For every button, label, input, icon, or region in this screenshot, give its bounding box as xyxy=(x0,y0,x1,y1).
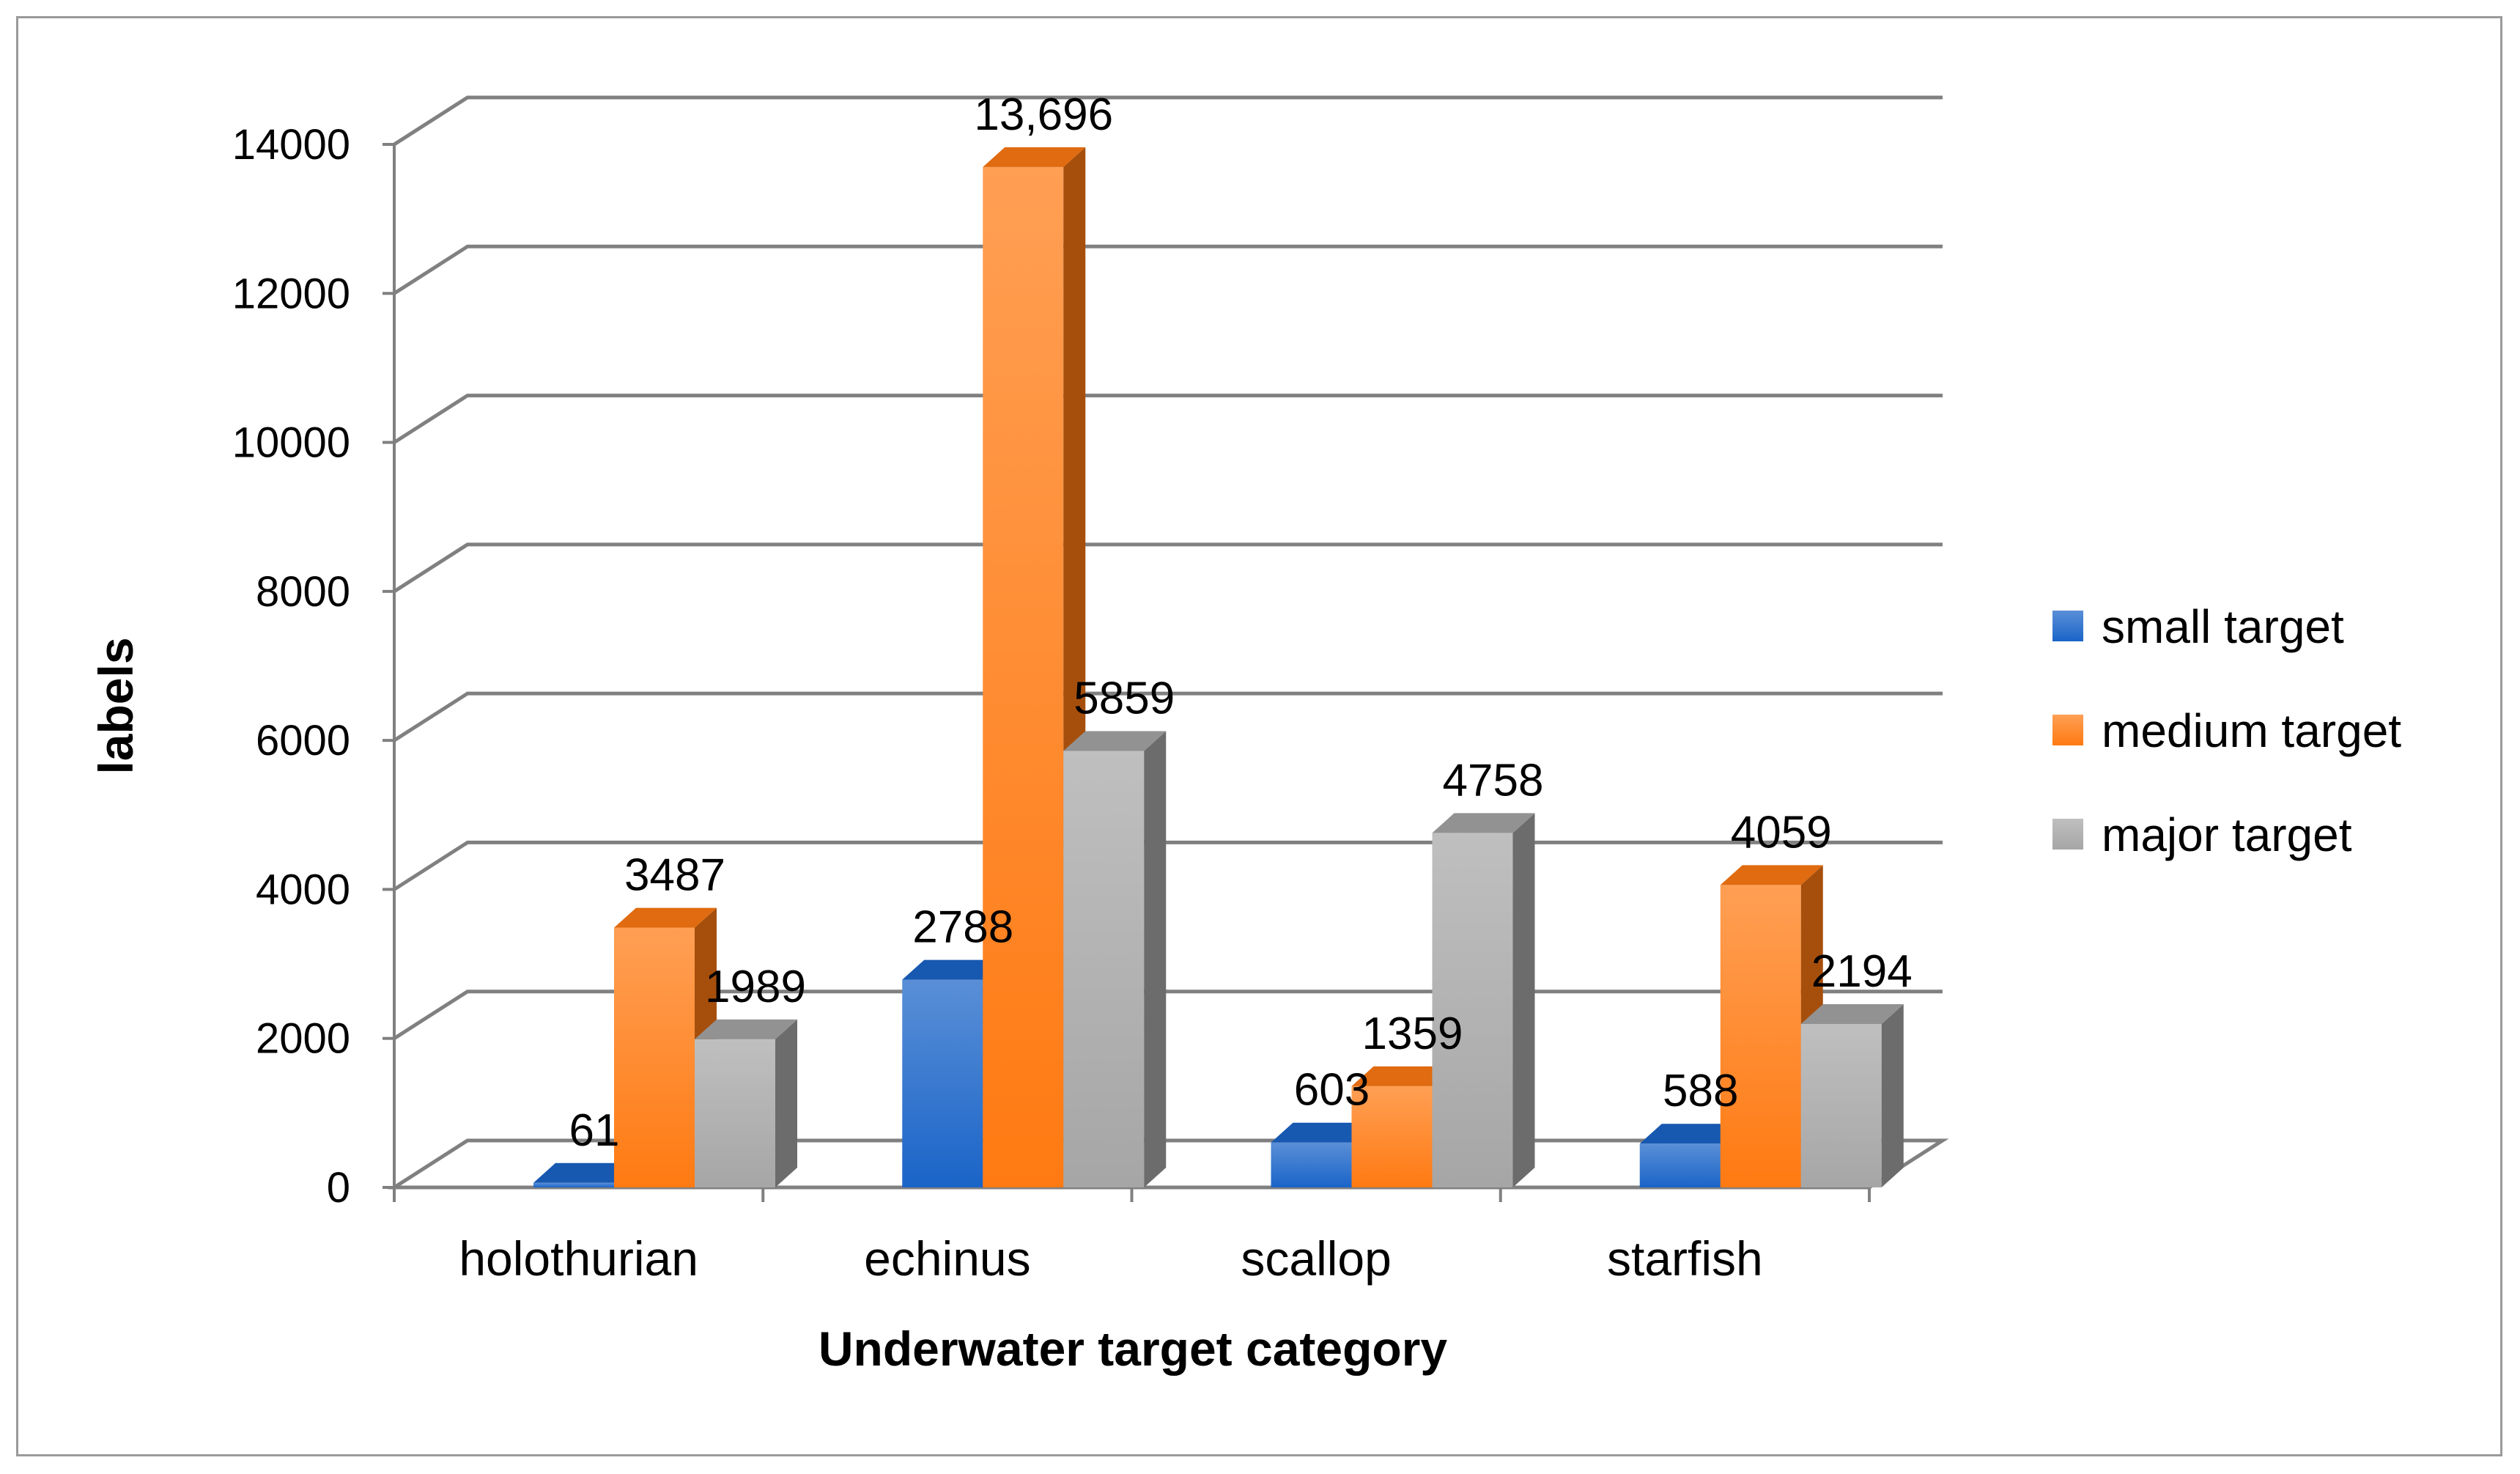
y-axis-title: labels xyxy=(89,637,143,774)
bar-front xyxy=(1271,1142,1352,1187)
bar-top xyxy=(902,959,1005,980)
legend-swatch xyxy=(2052,611,2083,641)
bar-front xyxy=(1720,885,1801,1187)
gridline xyxy=(393,542,1943,593)
bar-front xyxy=(1063,751,1145,1187)
data-label: 3487 xyxy=(624,850,725,901)
y-tick-label: 12000 xyxy=(232,270,350,317)
gridline xyxy=(393,244,1943,295)
legend-item: small target xyxy=(2052,600,2344,653)
gridline xyxy=(393,95,1943,147)
bar-top xyxy=(983,147,1086,167)
legend: small target medium target major target xyxy=(2052,600,2401,861)
legend-item: medium target xyxy=(2052,704,2401,757)
bar-front xyxy=(1432,833,1513,1187)
category-label: scallop xyxy=(1241,1231,1391,1286)
data-label: 4059 xyxy=(1731,807,1832,858)
y-tick-labels: 0 2000 4000 6000 8000 10000 12000 14000 xyxy=(232,121,350,1212)
bar-top xyxy=(1271,1122,1374,1143)
legend-swatch xyxy=(2052,819,2083,850)
gridline xyxy=(393,691,1943,742)
y-tick-label: 14000 xyxy=(232,121,350,169)
bar-major-target-echinus xyxy=(1063,731,1167,1187)
y-tick-label: 4000 xyxy=(256,866,350,913)
bar-medium-target-scallop xyxy=(1351,1066,1455,1187)
bar-side xyxy=(1512,813,1535,1187)
bar-top xyxy=(614,907,717,928)
bar-top xyxy=(1720,865,1823,885)
legend-item: major target xyxy=(2052,808,2352,861)
data-label: 588 xyxy=(1663,1066,1738,1116)
data-label: 2788 xyxy=(912,902,1013,953)
bar-side xyxy=(775,1019,797,1187)
bar-major-target-holothurian xyxy=(695,1019,797,1187)
bar-major-target-starfish xyxy=(1800,1003,1904,1187)
bar-front xyxy=(1800,1023,1882,1187)
x-axis-title: Underwater target category xyxy=(819,1322,1448,1376)
bar-top xyxy=(1432,813,1535,833)
bars xyxy=(533,147,1904,1188)
y-tick-label: 10000 xyxy=(232,419,350,467)
bar-front xyxy=(983,166,1064,1188)
data-label: 13,696 xyxy=(974,89,1113,140)
data-label: 603 xyxy=(1294,1065,1370,1116)
category-label: starfish xyxy=(1607,1231,1763,1286)
bar-top xyxy=(533,1162,636,1183)
bar-top xyxy=(1351,1066,1455,1086)
bar-side xyxy=(1881,1003,1904,1187)
data-label: 4758 xyxy=(1443,755,1544,806)
y-tick-label: 2000 xyxy=(256,1015,350,1063)
legend-swatch xyxy=(2052,715,2083,745)
bar-medium-target-starfish xyxy=(1720,865,1823,1187)
bar-major-target-scallop xyxy=(1432,813,1535,1187)
data-labels: 61 3487 1989 2788 13,696 5859 603 1359 4758 588 40… xyxy=(569,89,1913,1156)
bar-front xyxy=(902,979,983,1187)
category-label: echinus xyxy=(864,1231,1031,1286)
bar-top xyxy=(1800,1003,1904,1024)
bar-top xyxy=(1063,731,1167,751)
data-label: 1989 xyxy=(705,962,806,1012)
data-label: 2194 xyxy=(1811,946,1913,997)
legend-label: major target xyxy=(2102,808,2352,861)
chart-svg: 0 2000 4000 6000 8000 10000 12000 14000 61 3487 1… xyxy=(89,89,2401,1376)
bar-front xyxy=(1639,1143,1721,1187)
data-label: 1359 xyxy=(1362,1009,1463,1059)
bar-front xyxy=(695,1039,775,1187)
category-label: holothurian xyxy=(459,1231,698,1286)
gridline xyxy=(393,394,1943,444)
bar-top xyxy=(695,1019,797,1039)
data-label: 5859 xyxy=(1074,673,1175,723)
legend-label: medium target xyxy=(2102,704,2401,757)
bar-front xyxy=(533,1182,614,1187)
legend-label: small target xyxy=(2102,600,2344,653)
bar-side xyxy=(1144,731,1167,1187)
category-labels: holothurian echinus scallop starfish xyxy=(459,1231,1762,1286)
y-tick-label: 6000 xyxy=(256,717,350,764)
y-tick-label: 0 xyxy=(327,1164,350,1212)
data-label: 61 xyxy=(569,1105,620,1156)
bar-top xyxy=(1639,1124,1743,1144)
bar-front xyxy=(614,927,695,1187)
bar-front xyxy=(1351,1086,1433,1187)
gridlines xyxy=(393,95,1943,1040)
chart-frame: 0 2000 4000 6000 8000 10000 12000 14000 61 3487 1… xyxy=(16,16,2502,1456)
y-tick-label: 8000 xyxy=(256,568,350,616)
